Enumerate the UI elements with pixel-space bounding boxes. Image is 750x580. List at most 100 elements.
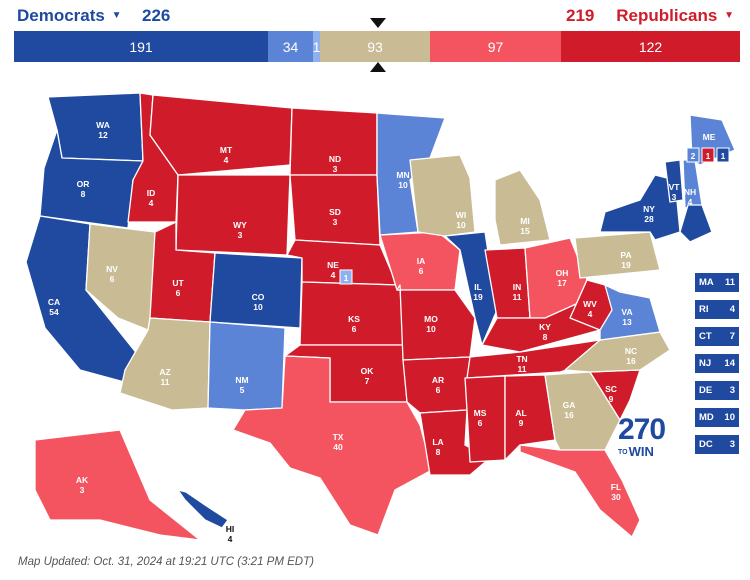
state-label-wv: WV 4	[583, 299, 597, 319]
small-state-ev: 10	[724, 412, 735, 423]
state-label-me: ME	[703, 132, 716, 142]
state-tx[interactable]	[232, 355, 433, 536]
northeast-states[interactable]	[679, 204, 713, 243]
nebraska-district-box[interactable]	[339, 269, 353, 285]
logo-number: 270	[618, 413, 666, 446]
small-state-de[interactable]: DE 3	[695, 381, 739, 400]
small-state-ri[interactable]: RI 4	[695, 300, 739, 319]
state-label-ak: AK 3	[76, 475, 89, 495]
state-al[interactable]	[504, 374, 556, 461]
state-label-oh: OH 17	[556, 268, 569, 288]
caret-down-icon: ▼	[724, 10, 734, 21]
state-label-nd: ND 3	[329, 154, 341, 174]
small-state-ev: 14	[724, 358, 735, 369]
small-state-abbr: NJ	[699, 358, 712, 369]
state-label-il: IL 19	[473, 282, 483, 302]
republicans-dropdown[interactable]: Republicans ▼	[616, 6, 736, 26]
state-wv[interactable]	[569, 279, 613, 331]
state-nh[interactable]	[682, 159, 703, 209]
state-wy[interactable]	[175, 174, 291, 256]
state-label-hi: HI 4	[226, 524, 235, 544]
state-label-wi: WI 10	[456, 210, 466, 230]
270towin-logo[interactable]: 270 TOWIN	[618, 415, 678, 459]
state-label-ca: CA 54	[48, 297, 60, 317]
small-state-abbr: RI	[699, 304, 709, 315]
state-label-wa: WA 12	[96, 120, 110, 140]
small-state-md[interactable]: MD 10	[695, 408, 739, 427]
state-label-in: IN 11	[513, 282, 522, 302]
state-pa[interactable]	[574, 231, 661, 279]
state-label-ky: KY 8	[539, 322, 551, 342]
state-label-vt: VT 3	[669, 182, 681, 202]
maine-district-box[interactable]	[716, 147, 730, 163]
small-state-abbr: MD	[699, 412, 714, 423]
state-label-nc: NC 16	[625, 346, 637, 366]
state-mi[interactable]	[494, 169, 551, 246]
state-label-ks: KS 6	[348, 314, 360, 334]
bar-segment-label: 1	[313, 38, 320, 55]
small-state-abbr: DE	[699, 385, 713, 396]
state-co[interactable]	[209, 252, 303, 329]
bar-segment: 1	[313, 31, 320, 62]
header: Democrats ▼ 226 219 Republicans ▼	[0, 0, 750, 28]
state-label-wy: WY 3	[233, 220, 247, 240]
small-state-ev: 4	[729, 304, 735, 315]
logo-word: TOWIN	[618, 444, 654, 459]
state-az[interactable]	[119, 317, 211, 411]
small-state-ev: 3	[729, 385, 735, 396]
state-label-ny: NY 28	[643, 204, 655, 224]
electoral-vote-bar: 191 34 1 93 97 122	[14, 31, 740, 62]
small-state-nj[interactable]: NJ 14	[695, 354, 739, 373]
midpoint-marker-top-icon	[370, 18, 386, 28]
bar-segment: 97	[430, 31, 561, 62]
state-label-tn: TN 11	[516, 354, 527, 374]
state-label-co: CO 10	[252, 292, 265, 312]
state-label-ar: AR 6	[432, 375, 444, 395]
maine-district-box[interactable]	[686, 147, 700, 163]
state-label-ga: GA 16	[563, 400, 576, 420]
state-vt[interactable]	[664, 159, 684, 203]
state-mt[interactable]	[149, 94, 293, 176]
midpoint-marker-bottom-icon	[370, 62, 386, 72]
small-state-dc[interactable]: DC 3	[695, 435, 739, 454]
state-hi[interactable]	[177, 489, 229, 529]
small-state-abbr: CT	[699, 331, 712, 342]
republicans-total: 219	[566, 6, 595, 25]
state-ms[interactable]	[464, 375, 506, 463]
state-ak[interactable]	[34, 429, 201, 541]
state-label-id: ID 4	[147, 188, 156, 208]
bar-segment: 191	[14, 31, 268, 62]
state-fl[interactable]	[519, 444, 641, 538]
state-label-ok: OK 7	[361, 366, 375, 386]
state-label-la: LA 8	[432, 437, 443, 457]
small-states-legend: MA 11 RI 4 CT 7 NJ 14 DE 3 MD 10 DC 3	[695, 273, 739, 462]
maine-district-label: 1	[721, 151, 726, 161]
nebraska-district-label: 1	[344, 273, 349, 283]
state-label-va: VA 13	[621, 307, 632, 327]
small-state-ma[interactable]: MA 11	[695, 273, 739, 292]
state-label-or: OR 8	[77, 179, 90, 199]
state-label-mn: MN 10	[396, 170, 409, 190]
bar-segment: 122	[561, 31, 740, 62]
state-nm[interactable]	[207, 321, 286, 411]
state-wi[interactable]	[409, 154, 476, 237]
small-state-ev: 11	[724, 277, 735, 288]
state-label-nm: NM 5	[235, 375, 248, 395]
bar-segment: 34	[268, 31, 313, 62]
caret-down-icon: ▼	[111, 10, 122, 21]
bar-segment-label: 34	[282, 38, 299, 55]
bar-segment-label: 97	[487, 38, 504, 55]
republicans-label: Republicans	[616, 6, 718, 25]
state-label-tx: TX 40	[333, 432, 344, 452]
state-label-mt: MT 4	[220, 145, 233, 165]
state-label-nv: NV 6	[106, 264, 118, 284]
state-label-ut: UT 6	[172, 278, 184, 298]
us-electoral-map: WA 12 OR 8 CA 54 NV 6 ID 4 MT 4 WY 3 UT 6 AZ 11 CO 10 NM 5 ND 3…	[25, 92, 736, 544]
maine-district-box[interactable]	[701, 147, 715, 163]
democrats-dropdown[interactable]: Democrats ▼	[17, 6, 124, 26]
state-label-fl: FL 30	[611, 482, 621, 502]
small-state-ct[interactable]: CT 7	[695, 327, 739, 346]
small-state-abbr: MA	[699, 277, 714, 288]
bar-segment: 93	[320, 31, 430, 62]
state-label-az: AZ 11	[159, 367, 170, 387]
